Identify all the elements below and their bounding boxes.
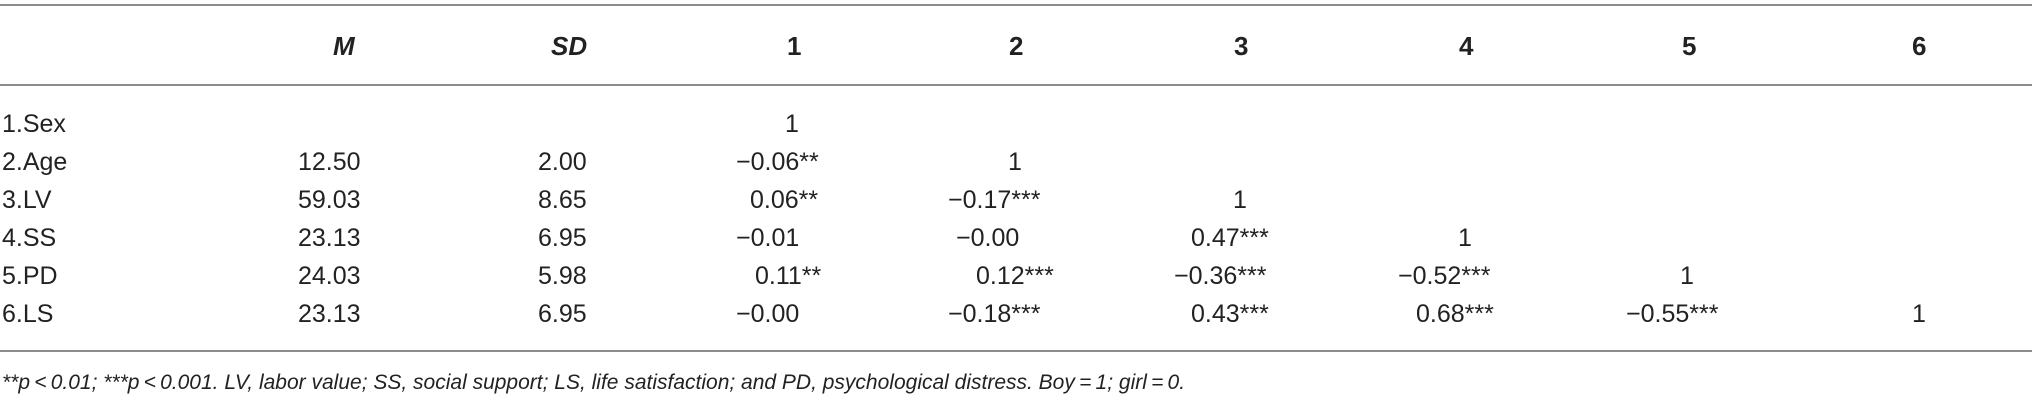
cell-c3: 1 [1233,186,1247,214]
cell-c2: 0.12*** [976,262,1054,290]
cell-c4: 0.68*** [1416,300,1494,328]
row-label: 3.LV [2,186,52,214]
table-bottom-rule [0,350,2032,352]
cell-sd: 6.95 [538,300,587,328]
header-col-6: 6 [1912,31,1927,61]
table-row: 4.SS 23.13 6.95 −0.01 −0.00 0.47*** 1 [0,221,2032,259]
cell-mean: 23.13 [298,224,361,252]
row-label: 5.PD [2,262,58,290]
cell-c3: 0.43*** [1191,300,1269,328]
cell-sd: 8.65 [538,186,587,214]
header-mean: M [333,31,355,61]
cell-c6: 1 [1912,300,1926,328]
cell-c2: −0.17*** [948,186,1041,214]
header-col-2: 2 [1009,31,1024,61]
cell-c2: 1 [1008,148,1022,176]
cell-c2: −0.18*** [948,300,1041,328]
cell-mean: 23.13 [298,300,361,328]
cell-c1: 0.06** [750,186,819,214]
cell-mean: 24.03 [298,262,361,290]
header-col-5: 5 [1682,31,1697,61]
table-row: 6.LS 23.13 6.95 −0.00 −0.18*** 0.43*** 0… [0,297,2032,335]
header-col-4: 4 [1459,31,1474,61]
table-row: 2.Age 12.50 2.00 −0.06** 1 [0,145,2032,183]
header-sd: SD [551,31,588,61]
cell-c1: −0.06** [736,148,819,176]
table-row: 3.LV 59.03 8.65 0.06** −0.17*** 1 [0,183,2032,221]
table-row: 5.PD 24.03 5.98 0.11** 0.12*** −0.36*** … [0,259,2032,297]
cell-c1: 0.11** [755,262,822,290]
header-col-1: 1 [787,31,802,61]
table-header-rule [0,84,2032,86]
row-label: 4.SS [2,224,57,252]
cell-c5: 1 [1680,262,1694,290]
header-col-3: 3 [1234,31,1249,61]
table-top-rule [0,4,2032,6]
cell-c4: −0.52*** [1398,262,1491,290]
cell-sd: 5.98 [538,262,587,290]
cell-c5: −0.55*** [1626,300,1719,328]
cell-c1: 1 [785,110,799,138]
row-label: 2.Age [2,148,68,176]
row-label: 1.Sex [2,110,66,138]
cell-sd: 2.00 [538,148,587,176]
cell-mean: 12.50 [298,148,361,176]
table-footnote: **p < 0.01; ***p < 0.001. LV, labor valu… [2,371,1186,394]
row-label: 6.LS [2,300,54,328]
cell-sd: 6.95 [538,224,587,252]
cell-c1: −0.00 [736,300,800,328]
cell-c4: 1 [1458,224,1472,252]
cell-c2: −0.00 [956,224,1020,252]
cell-c3: −0.36*** [1174,262,1267,290]
cell-c3: 0.47*** [1191,224,1269,252]
table-row: 1.Sex 1 [0,107,2032,145]
cell-c1: −0.01 [736,224,800,252]
cell-mean: 59.03 [298,186,361,214]
